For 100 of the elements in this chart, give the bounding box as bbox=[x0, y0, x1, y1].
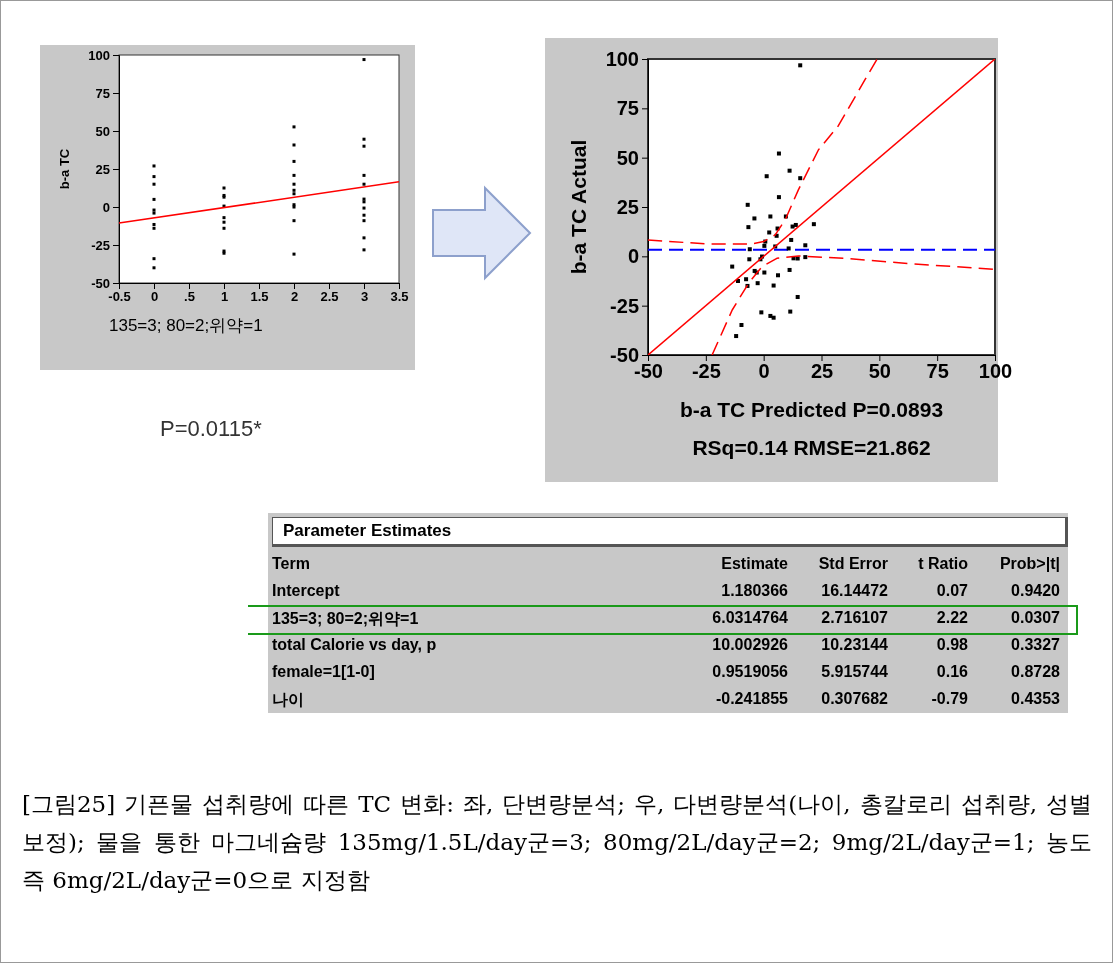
y-tick-label: -25 bbox=[91, 237, 110, 253]
y-tick-label: -50 bbox=[610, 343, 639, 366]
point bbox=[746, 225, 751, 230]
point bbox=[152, 208, 156, 212]
point bbox=[803, 255, 808, 260]
point bbox=[795, 256, 800, 261]
text: 0.9420 bbox=[1011, 582, 1060, 600]
x-tick-label: 100 bbox=[978, 360, 1013, 383]
text: Estimate bbox=[721, 555, 788, 573]
point bbox=[152, 222, 156, 226]
point bbox=[776, 273, 781, 278]
y-tick-label: 100 bbox=[88, 47, 110, 63]
point bbox=[755, 281, 760, 286]
x-tick-label: .5 bbox=[184, 289, 195, 305]
text: 10.002926 bbox=[712, 636, 788, 654]
x-tick-label: -0.5 bbox=[108, 289, 131, 305]
point bbox=[762, 243, 767, 248]
point bbox=[152, 175, 156, 179]
y-tick-label: 75 bbox=[95, 85, 110, 101]
point bbox=[798, 63, 803, 68]
text: t Ratio bbox=[918, 555, 968, 573]
point bbox=[152, 197, 156, 201]
text: 16.14472 bbox=[821, 582, 888, 600]
y-tick-label: 25 bbox=[616, 195, 639, 218]
point bbox=[362, 248, 366, 252]
point bbox=[362, 236, 366, 240]
point bbox=[152, 164, 156, 168]
point bbox=[803, 243, 808, 248]
point bbox=[292, 125, 296, 129]
y-tick-label: 50 bbox=[616, 146, 639, 169]
point bbox=[744, 277, 749, 282]
x-tick-label: 25 bbox=[810, 360, 834, 383]
point bbox=[767, 230, 772, 235]
point bbox=[811, 222, 816, 227]
y-axis-title: b-a TC Actual bbox=[567, 139, 590, 275]
point bbox=[771, 283, 776, 288]
point bbox=[798, 176, 803, 181]
text: 1.180366 bbox=[721, 582, 788, 600]
point bbox=[768, 214, 773, 219]
point bbox=[222, 226, 226, 230]
y-tick-label: 25 bbox=[95, 161, 110, 177]
point bbox=[152, 257, 156, 261]
point bbox=[764, 174, 769, 179]
text: Prob>|t| bbox=[999, 555, 1060, 573]
text: female=1[1-0] bbox=[272, 663, 375, 681]
point bbox=[362, 58, 366, 62]
point bbox=[745, 202, 750, 207]
point bbox=[362, 219, 366, 223]
text: 6.0314764 bbox=[712, 609, 788, 627]
x-tick-label: 75 bbox=[926, 360, 949, 383]
point bbox=[795, 294, 800, 299]
point bbox=[739, 323, 744, 328]
point bbox=[734, 334, 739, 339]
point bbox=[362, 144, 366, 148]
x-axis-title: b-a TC Predicted P=0.0893 bbox=[679, 398, 944, 421]
text: 0.16 bbox=[936, 663, 968, 681]
text: 135=3; 80=2;위약=1 bbox=[272, 609, 419, 629]
point bbox=[362, 137, 366, 141]
x-tick-label: 50 bbox=[868, 360, 891, 383]
text: 0.98 bbox=[936, 636, 968, 654]
point bbox=[788, 309, 793, 314]
x-axis-title: 135=3; 80=2;위약=1 bbox=[109, 316, 263, 335]
y-axis-title: b-a TC bbox=[57, 148, 72, 190]
text: Term bbox=[272, 555, 310, 573]
text: 0.4353 bbox=[1011, 690, 1060, 708]
point bbox=[730, 264, 735, 269]
text: [그림25] 기픈물 섭취량에 따른 TC 변화: 좌, 단변량분석; 우, 다변량분석(나이, 총칼로리 섭취량, 성별 보정); 물을 통한 마그네슘량 135mg/1.5L/day군=3; 80mg/2L/day군=2; 9mg/2L/day군=1; 농도 즉 6mg/2L/day군=0으로 지정함 bbox=[22, 790, 1092, 895]
x-tick-label: -25 bbox=[691, 360, 721, 383]
text: 0.8728 bbox=[1011, 663, 1060, 681]
point bbox=[292, 143, 296, 147]
point bbox=[362, 182, 366, 186]
point bbox=[152, 226, 156, 230]
point bbox=[292, 219, 296, 223]
point bbox=[759, 310, 764, 315]
text: 5.915744 bbox=[821, 663, 888, 681]
point bbox=[768, 313, 773, 318]
point bbox=[222, 220, 226, 224]
point bbox=[762, 270, 767, 275]
y-tick-label: 0 bbox=[102, 199, 110, 215]
y-tick-label: 0 bbox=[627, 245, 639, 268]
text: Intercept bbox=[272, 582, 340, 600]
text: 0.9519056 bbox=[712, 663, 788, 681]
text: 2.716107 bbox=[821, 609, 888, 627]
point bbox=[787, 168, 792, 173]
x-tick-label: 3 bbox=[360, 289, 369, 305]
text: 0.3327 bbox=[1011, 636, 1060, 654]
point bbox=[787, 267, 792, 272]
point bbox=[222, 186, 226, 190]
text: 0.307682 bbox=[821, 690, 888, 708]
point bbox=[292, 192, 296, 196]
text: 10.23144 bbox=[821, 636, 888, 654]
x-tick-label: 1.5 bbox=[250, 289, 269, 305]
point bbox=[362, 173, 366, 177]
point bbox=[292, 252, 296, 256]
text: -0.241855 bbox=[715, 690, 788, 708]
y-tick-label: 100 bbox=[605, 47, 639, 70]
text: total Calorie vs day, p bbox=[272, 636, 437, 654]
x-tick-label: 1 bbox=[220, 289, 229, 305]
point bbox=[292, 188, 296, 192]
x-tick-label: 2 bbox=[290, 289, 299, 305]
